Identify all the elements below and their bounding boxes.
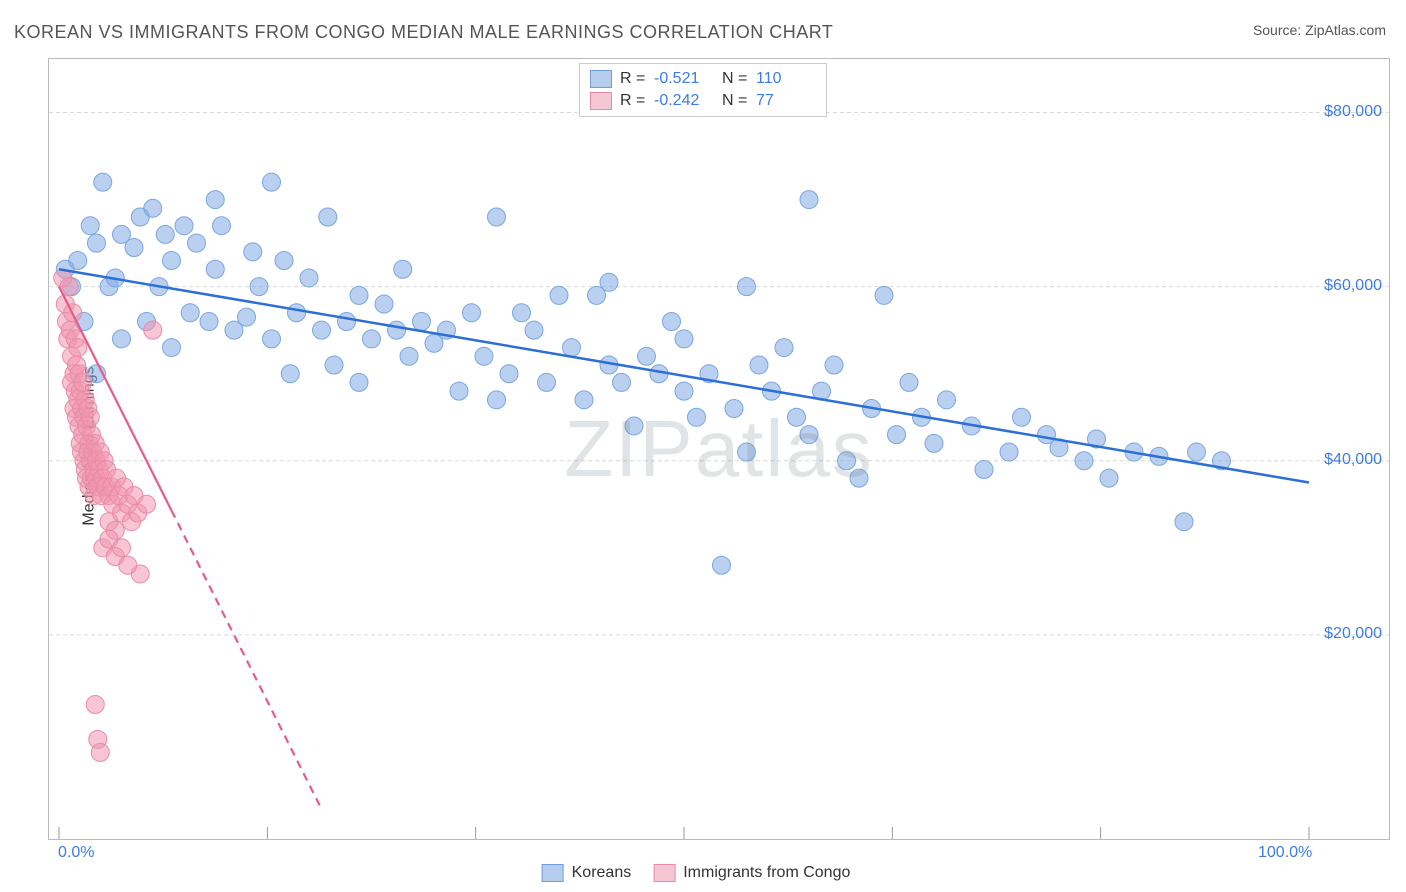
stat-n-value-koreans: 110 — [756, 70, 816, 88]
stat-r-label: R = — [620, 70, 646, 88]
legend-swatch-congo — [653, 864, 675, 882]
swatch-koreans — [590, 70, 612, 88]
x-tick-label-min: 0.0% — [58, 844, 94, 862]
scatter-svg — [49, 59, 1389, 839]
stat-n-label: N = — [722, 92, 748, 110]
chart-container: KOREAN VS IMMIGRANTS FROM CONGO MEDIAN M… — [0, 0, 1406, 892]
legend-swatch-koreans — [542, 864, 564, 882]
source-label: Source: ZipAtlas.com — [1253, 22, 1386, 38]
stat-n-label: N = — [722, 70, 748, 88]
stats-row-congo: R = -0.242 N = 77 — [590, 90, 816, 112]
y-tick-label: $80,000 — [1324, 103, 1382, 121]
plot-area: ZIPatlas — [48, 58, 1390, 840]
stats-legend-box: R = -0.521 N = 110 R = -0.242 N = 77 — [579, 63, 827, 117]
y-tick-label: $20,000 — [1324, 625, 1382, 643]
swatch-congo — [590, 92, 612, 110]
legend-label-koreans: Koreans — [572, 864, 632, 882]
legend-label-congo: Immigrants from Congo — [683, 864, 850, 882]
x-tick-label-max: 100.0% — [1258, 844, 1312, 862]
stat-n-value-congo: 77 — [756, 92, 816, 110]
chart-title: KOREAN VS IMMIGRANTS FROM CONGO MEDIAN M… — [14, 22, 833, 43]
stats-row-koreans: R = -0.521 N = 110 — [590, 68, 816, 90]
y-tick-label: $40,000 — [1324, 451, 1382, 469]
bottom-legend: Koreans Immigrants from Congo — [542, 864, 865, 882]
stat-r-value-congo: -0.242 — [654, 92, 714, 110]
stat-r-label: R = — [620, 92, 646, 110]
stat-r-value-koreans: -0.521 — [654, 70, 714, 88]
y-tick-label: $60,000 — [1324, 277, 1382, 295]
